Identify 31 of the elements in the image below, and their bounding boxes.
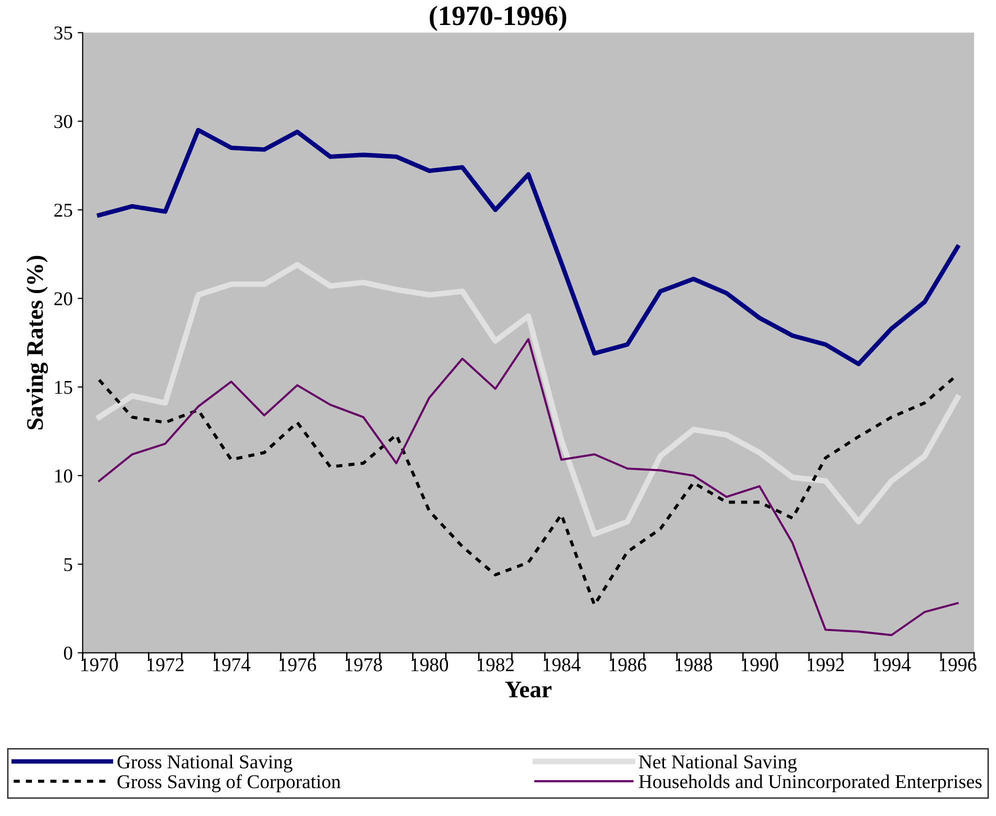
y-tick-label: 0 xyxy=(64,646,72,660)
y-axis-title: Saving Rates (%) xyxy=(26,256,48,430)
x-axis-title: Year xyxy=(505,682,552,698)
y-tick-label: 30 xyxy=(54,115,72,128)
chart-title: (1970-1996) xyxy=(430,6,566,31)
x-tick-label: 1988 xyxy=(676,658,712,672)
x-tick-label: 1990 xyxy=(742,658,778,672)
line-series xyxy=(96,128,960,366)
x-tick-label: 1970 xyxy=(81,658,118,672)
x-tick-label: 1974 xyxy=(214,658,250,672)
x-tick-label: 1980 xyxy=(412,658,448,672)
legend-label: Gross National Saving xyxy=(118,754,292,772)
x-tick-label: 1972 xyxy=(147,658,184,672)
y-tick-label: 15 xyxy=(55,380,72,394)
x-tick-label: 1994 xyxy=(874,658,911,672)
x-tick-label: 1984 xyxy=(544,658,581,672)
y-tick-label: 25 xyxy=(54,204,72,217)
x-tick-label: 1982 xyxy=(478,658,514,672)
x-tick-label: 1976 xyxy=(280,658,316,672)
y-tick-label: 20 xyxy=(54,292,72,306)
legend-label: Gross Saving of Corporation xyxy=(118,774,341,792)
x-tick-label: 1986 xyxy=(610,658,646,672)
legend-label: Net National Saving xyxy=(638,754,797,772)
y-tick-label: 5 xyxy=(64,558,72,572)
y-tick-label: 10 xyxy=(55,469,72,483)
legend-label: Households and Unincorporated Enterprises xyxy=(638,774,982,792)
line-series xyxy=(98,338,959,636)
x-tick-label: 1996 xyxy=(940,658,976,672)
x-tick-label: 1978 xyxy=(346,658,382,672)
y-tick-label: 35 xyxy=(54,26,72,40)
x-tick-label: 1992 xyxy=(808,658,844,672)
